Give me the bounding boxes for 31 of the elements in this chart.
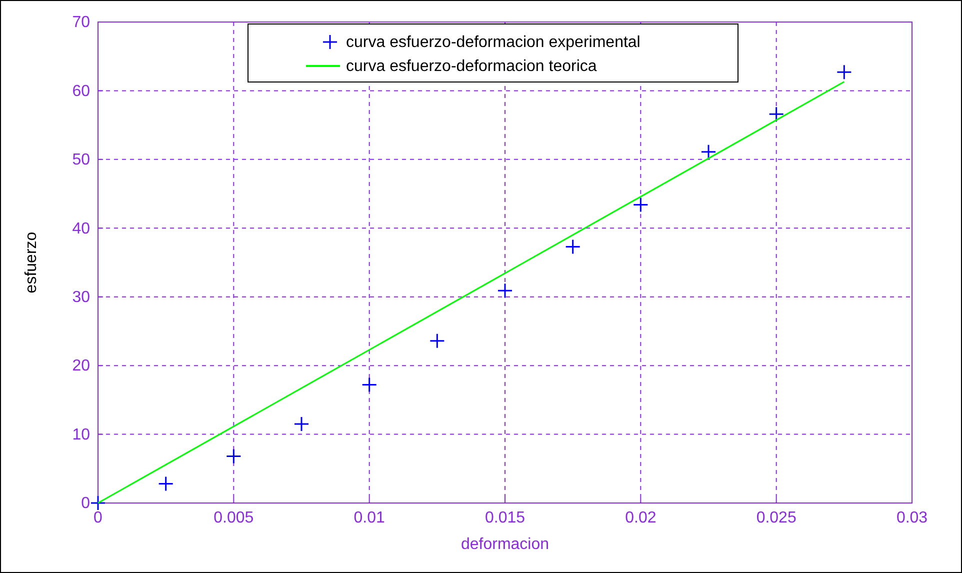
y-tick-label: 10 [72,426,90,444]
point [429,333,445,349]
y-tick-label: 50 [72,152,90,169]
x-tick-label: 0.02 [625,509,656,526]
y-tick-label: 70 [72,14,90,32]
x-tick-label: 0.025 [756,509,796,526]
x-tick-label: 0.015 [484,509,526,526]
y-axis-title: esfuerzo [23,232,40,294]
legend-label: curva esfuerzo-deformacion experimental [346,34,640,51]
point [158,476,174,492]
point [836,64,852,80]
legend-label: curva esfuerzo-deformacion teorica [346,58,597,75]
y-tick-label: 0 [81,495,90,512]
y-tick-label: 20 [72,358,90,375]
point [632,197,648,213]
x-axis-title: deformacion [460,536,550,553]
x-tick-label: 0.03 [896,509,928,526]
x-tick-label: 0.01 [354,509,386,526]
x-tick-label: 0 [94,509,103,526]
y-tick-label: 60 [72,82,90,100]
point [362,377,378,393]
point [226,448,242,464]
point [90,495,106,511]
y-tick-label: 30 [72,288,90,306]
point [497,282,513,298]
point [294,416,310,432]
x-tick-label: 0.005 [214,509,254,526]
point [700,144,716,160]
point [565,238,581,254]
point [768,106,784,122]
y-tick-label: 40 [72,220,90,238]
